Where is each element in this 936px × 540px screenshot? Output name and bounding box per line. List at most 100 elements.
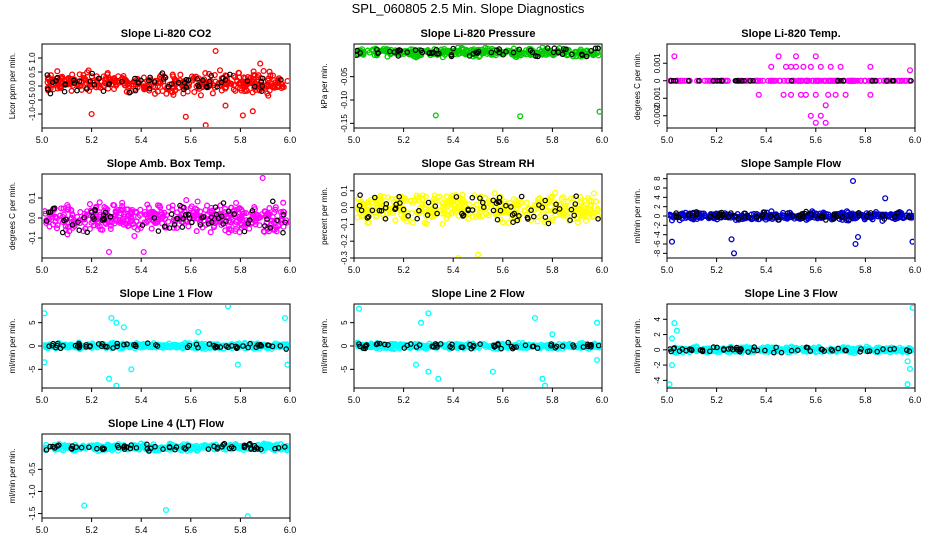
data-point-reference: [89, 70, 96, 77]
data-point: [769, 344, 776, 351]
data-point-reference: [883, 78, 890, 84]
data-point: [594, 212, 601, 219]
data-point-reference: [161, 223, 168, 230]
y-axis-label: kPa per min.: [320, 64, 329, 109]
y-tick-label: -4: [653, 231, 662, 239]
data-point-reference: [252, 83, 258, 90]
data-point: [266, 205, 273, 212]
data-point-reference: [747, 78, 753, 84]
data-point: [484, 203, 491, 211]
data-point: [117, 210, 125, 217]
data-point-outlier: [728, 236, 735, 243]
data-point-reference: [887, 346, 894, 353]
data-point-reference: [181, 86, 187, 93]
data-point-reference: [114, 340, 121, 347]
data-point: [131, 232, 138, 240]
data-point-reference: [219, 443, 225, 450]
data-point: [377, 195, 384, 202]
data-point: [69, 212, 76, 219]
data-point-reference: [788, 78, 795, 84]
data-point-outlier: [867, 63, 874, 70]
data-point-reference: [153, 342, 159, 348]
data-point: [693, 348, 700, 355]
data-point-reference: [47, 443, 53, 450]
data-point-reference: [266, 342, 272, 349]
data-point-outlier: [837, 63, 844, 70]
data-point-reference: [195, 82, 201, 88]
data-point-reference: [69, 443, 76, 449]
x-tick-label: 6.0: [284, 135, 297, 145]
data-point-outlier: [140, 248, 147, 256]
data-point: [574, 219, 581, 226]
data-point-reference: [595, 342, 601, 349]
y-tick-label: -8: [653, 249, 662, 257]
data-point-reference: [479, 199, 486, 206]
data-point: [172, 86, 179, 93]
data-point-reference: [839, 214, 846, 220]
data-point: [263, 444, 270, 451]
data-point: [197, 92, 204, 99]
data-point-outlier: [212, 47, 219, 55]
data-point-reference: [172, 446, 178, 453]
data-point: [124, 223, 131, 230]
data-point: [187, 205, 194, 212]
data-point: [272, 340, 279, 347]
data-point-reference: [277, 343, 284, 349]
data-point-reference: [500, 51, 507, 58]
data-point-outlier: [43, 359, 48, 366]
data-point-outlier: [455, 254, 462, 257]
data-point-reference: [227, 71, 233, 78]
data-point-reference: [817, 213, 824, 220]
data-point-reference: [706, 348, 713, 355]
data-point: [115, 73, 122, 80]
data-point: [119, 219, 126, 226]
data-point-reference: [508, 204, 514, 210]
data-point-reference: [448, 53, 455, 60]
data-point: [242, 82, 249, 89]
data-point-reference: [247, 440, 253, 447]
data-point-reference: [195, 344, 201, 351]
data-point-reference: [278, 76, 284, 83]
y-axis-label: Licor ppm per min.: [8, 53, 17, 119]
data-point-reference: [773, 344, 779, 351]
data-point: [60, 211, 67, 218]
data-point-reference: [51, 205, 58, 212]
data-point: [261, 208, 268, 215]
data-point-reference: [248, 446, 254, 452]
data-point-reference: [197, 222, 204, 228]
data-point: [769, 215, 776, 223]
data-point: [875, 348, 883, 355]
data-point-reference: [490, 207, 497, 214]
data-point: [421, 219, 428, 226]
y-axis-label: degrees C per min.: [633, 52, 642, 120]
data-point-reference: [516, 213, 522, 219]
data-point-reference: [373, 341, 380, 348]
data-point-reference: [714, 344, 720, 351]
data-point-outlier: [909, 305, 914, 311]
y-tick-label: -0.2: [340, 234, 349, 248]
data-point-reference: [695, 78, 702, 84]
data-point-reference: [400, 206, 407, 213]
data-point-outlier: [43, 310, 48, 317]
data-point-outlier: [807, 63, 814, 70]
x-tick-label: 5.4: [447, 265, 460, 275]
y-tick-label: -0.3: [340, 251, 349, 265]
data-point-reference: [61, 88, 68, 95]
data-point-reference: [62, 82, 69, 88]
data-point-reference: [151, 215, 158, 221]
data-point-outlier: [108, 314, 115, 322]
data-point: [64, 223, 72, 230]
data-point-reference: [720, 347, 727, 353]
y-axis-label: ml/min per min.: [320, 319, 329, 374]
data-point: [250, 68, 257, 75]
data-point: [283, 343, 289, 350]
data-point-reference: [475, 48, 482, 55]
y-tick-label: -5: [340, 365, 349, 373]
data-point-reference: [553, 201, 559, 208]
data-point-reference: [903, 347, 910, 353]
data-points: [43, 305, 289, 387]
data-point: [188, 445, 196, 452]
data-point: [104, 71, 111, 78]
data-point-reference: [264, 216, 270, 223]
data-point-reference: [364, 215, 371, 221]
